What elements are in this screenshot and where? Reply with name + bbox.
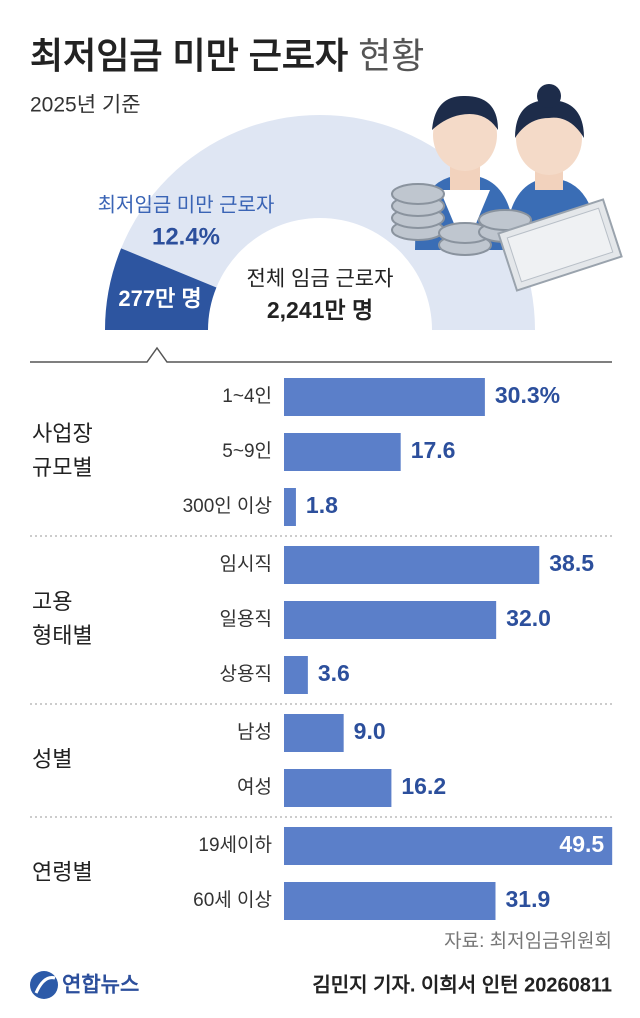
value-label: 9.0 [354, 718, 386, 744]
group-label: 고용 [32, 589, 72, 614]
subtitle: 2025년 기준 [30, 94, 141, 117]
value-label: 31.9 [505, 886, 550, 912]
value-label: 49.5 [559, 831, 604, 857]
value-label: 38.5 [549, 550, 594, 576]
bar [284, 656, 308, 694]
title-suffix: 현황 [358, 35, 424, 76]
category-label: 60세 이상 [193, 889, 272, 911]
share-title: 최저임금 미만 근로자 [98, 193, 275, 216]
credit: 김민지 기자. 이희서 인턴 20260811 [312, 973, 612, 996]
group-label: 사업장 [32, 421, 93, 446]
separator [30, 346, 612, 363]
category-label: 임시직 [220, 553, 272, 575]
value-label: 17.6 [411, 437, 456, 463]
category-label: 5~9인 [222, 440, 272, 462]
bar [284, 769, 392, 807]
group-label: 규모별 [32, 455, 93, 480]
group-label: 형태별 [32, 623, 93, 648]
logo: 연합뉴스 [30, 971, 139, 999]
value-label: 1.8 [306, 492, 338, 518]
group-label: 연령별 [32, 859, 93, 884]
logo-text: 연합뉴스 [62, 974, 139, 997]
total-title: 전체 임금 근로자 [247, 268, 394, 291]
value-label: 16.2 [401, 773, 446, 799]
title-main: 최저임금 미만 근로자 [30, 35, 348, 76]
bar [284, 827, 613, 865]
category-label: 상용직 [220, 663, 272, 685]
total-arc [105, 115, 535, 330]
bar [284, 882, 496, 920]
bar [284, 433, 401, 471]
bar [284, 378, 485, 416]
illustration [391, 84, 623, 292]
summary-arc [105, 115, 535, 330]
bar [284, 714, 344, 752]
category-label: 300인 이상 [183, 495, 272, 517]
value-label: 32.0 [506, 605, 551, 631]
bar [284, 546, 540, 584]
title: 최저임금 미만 근로자 현황 [30, 35, 424, 76]
share-label: 12.4% [152, 223, 220, 250]
bar [284, 488, 296, 526]
category-label: 19세이하 [198, 834, 272, 856]
bar [284, 601, 497, 639]
value-label: 30.3% [495, 382, 560, 408]
category-label: 여성 [237, 776, 272, 798]
value-label: 3.6 [318, 660, 350, 686]
group-label: 성별 [32, 746, 72, 771]
total-label: 2,241만 명 [267, 297, 373, 323]
share-arc [105, 248, 217, 330]
category-label: 남성 [237, 721, 272, 743]
count-label: 277만 명 [118, 286, 201, 311]
category-label: 일용직 [220, 608, 272, 630]
source: 자료: 최저임금위원회 [444, 930, 612, 952]
category-label: 1~4인 [222, 385, 272, 407]
